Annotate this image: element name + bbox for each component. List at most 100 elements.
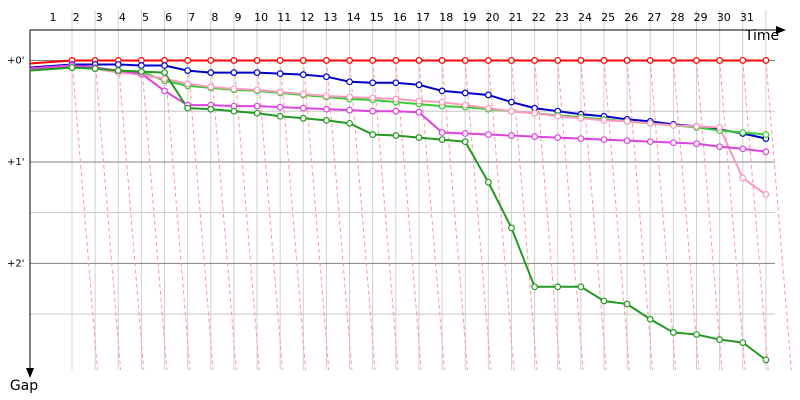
point bbox=[623, 57, 631, 64]
point bbox=[623, 137, 631, 145]
point bbox=[531, 57, 538, 64]
point bbox=[577, 57, 585, 64]
point bbox=[577, 114, 585, 122]
lap-guide bbox=[302, 60, 330, 371]
x-tick-label: 10 bbox=[254, 11, 268, 24]
point bbox=[137, 68, 145, 76]
point bbox=[392, 79, 400, 87]
point bbox=[762, 148, 770, 156]
point bbox=[276, 57, 284, 64]
series-lead-in bbox=[29, 59, 73, 65]
point bbox=[716, 336, 724, 343]
x-tick-label: 2 bbox=[73, 11, 80, 24]
point bbox=[438, 87, 446, 95]
point bbox=[438, 57, 446, 64]
point bbox=[346, 106, 353, 114]
lap-guide bbox=[534, 60, 561, 371]
point bbox=[693, 57, 700, 64]
x-tick-label: 30 bbox=[717, 11, 731, 24]
point bbox=[623, 117, 631, 125]
x-tick-label: 14 bbox=[347, 11, 361, 24]
lap-guide bbox=[349, 60, 376, 371]
point bbox=[484, 131, 492, 138]
x-tick-label: 15 bbox=[370, 11, 384, 24]
x-tick-label: 9 bbox=[235, 11, 242, 24]
point bbox=[762, 356, 770, 364]
point bbox=[161, 62, 168, 69]
point bbox=[461, 101, 469, 109]
point bbox=[207, 105, 215, 113]
lap-guide bbox=[557, 60, 584, 371]
point bbox=[207, 83, 215, 91]
lap-guide bbox=[487, 60, 515, 371]
point bbox=[323, 105, 330, 113]
x-tick-label: 19 bbox=[462, 11, 476, 24]
point bbox=[253, 109, 261, 117]
point bbox=[91, 65, 99, 72]
point bbox=[762, 191, 770, 198]
x-tick-label: 4 bbox=[119, 11, 126, 24]
lap-guide bbox=[71, 60, 98, 371]
lap-guide bbox=[164, 60, 191, 371]
point bbox=[762, 57, 770, 64]
point bbox=[693, 123, 700, 130]
x-tick-label: 7 bbox=[188, 11, 195, 24]
series-lead-in bbox=[29, 64, 73, 70]
x-tick-label: 28 bbox=[671, 11, 685, 24]
x-tick-label: 22 bbox=[532, 11, 546, 24]
point bbox=[161, 75, 168, 83]
point bbox=[484, 104, 492, 112]
point bbox=[646, 119, 654, 127]
x-axis-label: Time bbox=[744, 28, 779, 44]
x-tick-label: 26 bbox=[624, 11, 638, 24]
point bbox=[554, 134, 562, 141]
point bbox=[577, 283, 585, 291]
series-lead-in bbox=[29, 66, 73, 72]
point bbox=[415, 97, 423, 105]
point bbox=[623, 300, 631, 308]
point bbox=[299, 114, 307, 122]
point bbox=[276, 103, 284, 111]
point bbox=[253, 69, 261, 77]
point bbox=[392, 57, 400, 64]
y-axis-arrow bbox=[26, 368, 34, 378]
point bbox=[346, 119, 353, 127]
point bbox=[369, 57, 377, 64]
point bbox=[531, 133, 538, 140]
point bbox=[392, 107, 400, 115]
point bbox=[230, 85, 238, 93]
point bbox=[184, 104, 192, 112]
point bbox=[207, 57, 215, 64]
lap-guide bbox=[94, 60, 122, 371]
point bbox=[415, 108, 423, 116]
point bbox=[739, 57, 747, 64]
point bbox=[323, 73, 330, 81]
point bbox=[299, 104, 307, 112]
point bbox=[531, 109, 538, 117]
lap-guide bbox=[441, 60, 469, 371]
point bbox=[600, 57, 608, 64]
lap-guide bbox=[418, 60, 445, 371]
lap-guide bbox=[696, 60, 723, 371]
lap-guide bbox=[603, 60, 630, 371]
x-tick-label: 20 bbox=[485, 11, 499, 24]
point bbox=[161, 87, 168, 95]
point bbox=[346, 57, 353, 64]
lap-guide bbox=[210, 60, 237, 371]
lap-guide bbox=[464, 60, 492, 371]
point bbox=[554, 283, 562, 291]
point bbox=[276, 112, 284, 120]
point bbox=[438, 136, 446, 144]
point bbox=[531, 283, 538, 291]
x-tick-label: 31 bbox=[740, 11, 754, 24]
point bbox=[114, 61, 122, 68]
point bbox=[392, 132, 400, 139]
point bbox=[739, 339, 747, 346]
point bbox=[369, 79, 377, 87]
point bbox=[484, 178, 492, 186]
lap-guide bbox=[765, 60, 792, 371]
lap-guide bbox=[742, 60, 769, 371]
point bbox=[253, 102, 261, 110]
point bbox=[299, 71, 307, 79]
point bbox=[207, 69, 215, 77]
